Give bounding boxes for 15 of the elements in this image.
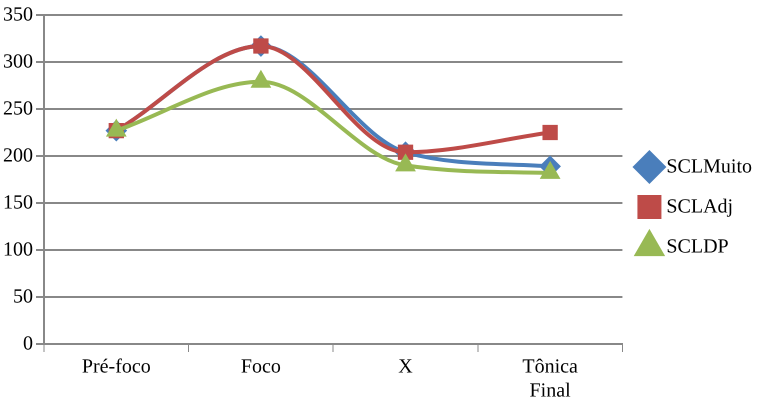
x-tick-label: Pré-foco <box>82 355 151 378</box>
y-tick-label: 150 <box>3 191 33 214</box>
y-tick-label: 200 <box>3 144 33 166</box>
y-tick-label: 300 <box>3 50 33 72</box>
x-tick-label: Foco <box>240 355 281 378</box>
y-tick-label: 100 <box>3 238 33 260</box>
x-tick-label: X <box>398 355 414 378</box>
y-tick-label: 0 <box>23 332 33 354</box>
legend-label: SCLMuito <box>666 155 752 178</box>
x-tick-label: Tônica Final <box>522 355 578 402</box>
y-tick-label: 50 <box>13 285 33 308</box>
legend-label: SCLAdj <box>666 195 734 218</box>
legend-label: SCLDP <box>666 235 729 258</box>
y-tick-label: 250 <box>3 97 33 120</box>
y-tick-label: 350 <box>3 3 33 26</box>
